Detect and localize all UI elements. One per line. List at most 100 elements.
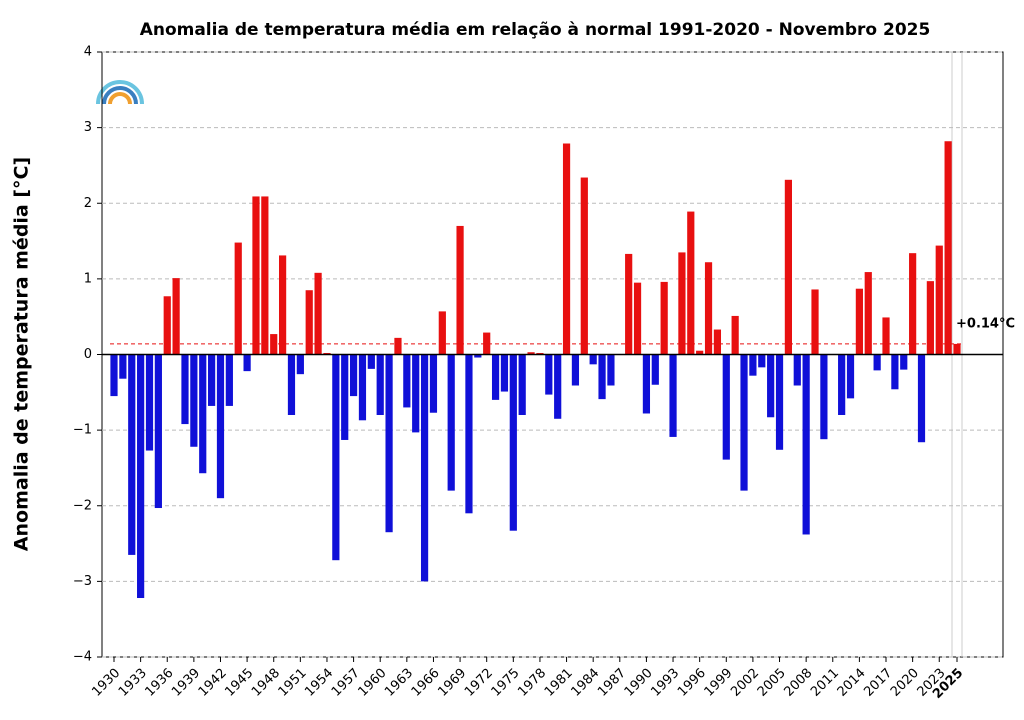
bar bbox=[438, 311, 446, 355]
bar bbox=[820, 354, 828, 440]
bar bbox=[119, 354, 127, 379]
bar bbox=[270, 334, 278, 355]
bar bbox=[287, 354, 296, 415]
x-tick-label: 1930 bbox=[89, 666, 123, 700]
bar bbox=[376, 354, 384, 415]
bar bbox=[784, 179, 792, 355]
reference-label: +0.14°C bbox=[956, 316, 1015, 331]
bar bbox=[678, 252, 686, 355]
x-tick-label: 2017 bbox=[861, 666, 895, 700]
bar bbox=[394, 337, 402, 355]
bar bbox=[500, 354, 509, 392]
bar bbox=[154, 354, 162, 509]
x-tick-label: 1945 bbox=[222, 666, 256, 700]
x-tick-label: 1954 bbox=[302, 666, 336, 700]
bar bbox=[243, 354, 251, 372]
x-tick-label: 2002 bbox=[728, 666, 762, 700]
bar bbox=[483, 332, 491, 355]
bar bbox=[225, 354, 233, 406]
bar bbox=[953, 343, 961, 355]
x-tick-label: 1993 bbox=[648, 666, 682, 700]
bar bbox=[412, 354, 420, 433]
x-tick-label: 1948 bbox=[249, 666, 283, 700]
bar bbox=[740, 354, 748, 491]
bar bbox=[518, 354, 526, 415]
bar bbox=[580, 177, 588, 355]
y-tick-label: −3 bbox=[73, 574, 92, 589]
bar bbox=[314, 272, 322, 355]
x-tick-label: 2011 bbox=[808, 666, 842, 700]
bar bbox=[767, 354, 775, 418]
bar bbox=[137, 354, 145, 599]
logo bbox=[96, 80, 144, 105]
bar bbox=[527, 352, 535, 355]
bar bbox=[687, 211, 695, 355]
chart-title: Anomalia de temperatura média em relação… bbox=[140, 20, 931, 40]
bar bbox=[891, 354, 899, 390]
x-tick-label: 1957 bbox=[329, 666, 363, 700]
bar bbox=[341, 354, 349, 440]
bar bbox=[722, 354, 730, 460]
bar bbox=[704, 262, 713, 355]
y-tick-label: 1 bbox=[84, 271, 92, 286]
bar bbox=[633, 282, 642, 355]
bar bbox=[181, 354, 189, 425]
bar bbox=[935, 245, 943, 355]
bar bbox=[190, 354, 198, 447]
bar bbox=[873, 354, 881, 371]
bar bbox=[456, 225, 464, 355]
bar bbox=[846, 354, 855, 399]
bar bbox=[917, 354, 926, 443]
bar bbox=[128, 354, 136, 555]
x-tick-label: 1966 bbox=[409, 666, 443, 700]
x-tick-label: 1975 bbox=[489, 666, 523, 700]
x-tick-label: 2020 bbox=[888, 666, 922, 700]
bar bbox=[926, 281, 934, 355]
y-tick-label: −1 bbox=[73, 423, 92, 438]
bar bbox=[669, 354, 677, 437]
y-tick-label: 2 bbox=[84, 196, 92, 211]
bar bbox=[358, 354, 367, 421]
bar bbox=[562, 143, 571, 355]
bar bbox=[465, 354, 473, 514]
bar bbox=[305, 290, 313, 355]
bar bbox=[642, 354, 651, 414]
bar bbox=[713, 329, 722, 355]
bar bbox=[598, 354, 606, 400]
x-tick-label: 1939 bbox=[169, 666, 203, 700]
bar bbox=[332, 354, 340, 561]
bar bbox=[429, 354, 438, 413]
bar bbox=[367, 354, 375, 369]
x-tick-label: 1981 bbox=[542, 666, 576, 700]
bar bbox=[900, 354, 908, 370]
bar bbox=[589, 354, 597, 365]
bar bbox=[793, 354, 801, 386]
bar bbox=[385, 354, 393, 533]
bar bbox=[625, 253, 633, 355]
bar bbox=[545, 354, 553, 395]
bar bbox=[110, 354, 118, 397]
bar bbox=[163, 296, 171, 355]
x-tick-label: 1969 bbox=[435, 666, 469, 700]
bar bbox=[731, 315, 739, 355]
bar bbox=[349, 354, 358, 397]
x-tick-label: 1990 bbox=[622, 666, 656, 700]
x-tick-label: 1942 bbox=[196, 666, 230, 700]
bar bbox=[651, 354, 659, 385]
y-tick-label: 0 bbox=[84, 347, 92, 362]
x-tick-label: 1972 bbox=[462, 666, 496, 700]
bar bbox=[811, 289, 819, 355]
bar bbox=[554, 354, 562, 419]
bar bbox=[279, 255, 287, 355]
bar bbox=[509, 354, 517, 531]
x-tick-label: 1936 bbox=[143, 666, 177, 700]
bar bbox=[172, 278, 180, 355]
x-tick-label: 2014 bbox=[835, 666, 869, 700]
bar bbox=[607, 354, 615, 386]
x-tick-label: 1987 bbox=[595, 666, 629, 700]
x-tick-label: 1984 bbox=[568, 666, 602, 700]
bar bbox=[571, 354, 580, 386]
bar bbox=[855, 288, 863, 355]
bar bbox=[296, 354, 304, 375]
